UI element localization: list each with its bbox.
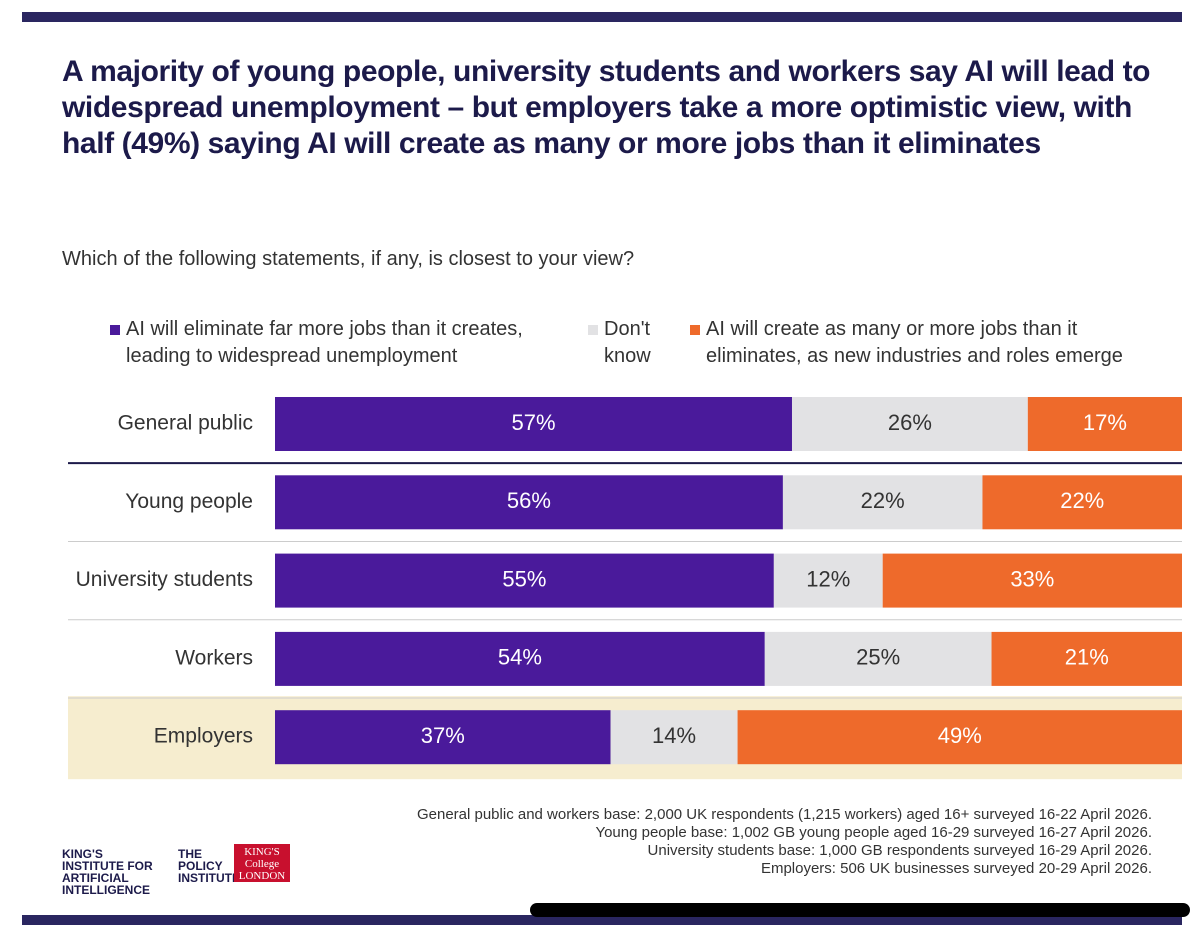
legend-item: AI will create as many or more jobs than…: [690, 316, 1176, 370]
scrollbar: [530, 903, 1190, 917]
value-label: 37%: [421, 723, 465, 748]
footnote: Employers: 506 UK businesses surveyed 20…: [760, 860, 1152, 877]
legend-label: AI will eliminate far more jobs than it …: [126, 318, 523, 367]
value-label: 55%: [502, 566, 546, 591]
category-label: University students: [76, 568, 253, 591]
chart-subtitle: Which of the following statements, if an…: [62, 248, 635, 270]
bar-segment: [275, 397, 792, 451]
bar-segment: [275, 631, 765, 686]
legend-item: AI will eliminate far more jobs than it …: [110, 316, 586, 370]
footnote: Young people base: 1,002 GB young people…: [595, 824, 1152, 841]
chart-title: A majority of young people, university s…: [62, 55, 1151, 160]
value-label: 54%: [498, 645, 542, 670]
bar-segment: [791, 397, 1028, 451]
bar-segment: [764, 631, 992, 686]
bar-segment: [1027, 397, 1182, 451]
legend-swatch: [110, 325, 120, 335]
value-label: 56%: [507, 488, 551, 513]
value-label: 25%: [856, 645, 900, 670]
bar-segment: [982, 475, 1182, 530]
bar-segment: [275, 710, 611, 765]
value-label: 12%: [806, 566, 850, 591]
value-label: 14%: [652, 723, 696, 748]
value-label: 49%: [938, 723, 982, 748]
bar-segment: [882, 553, 1182, 608]
value-label: 17%: [1083, 410, 1127, 435]
legend-swatch: [588, 325, 598, 335]
value-label: 57%: [511, 410, 555, 435]
footnote: General public and workers base: 2,000 U…: [416, 806, 1152, 823]
legend-swatch: [690, 325, 700, 335]
footnote: University students base: 1,000 GB respo…: [647, 842, 1152, 859]
bar-segment: [991, 631, 1182, 686]
category-label: Workers: [175, 646, 253, 669]
category-label: Employers: [154, 725, 253, 748]
bar-segment: [275, 553, 774, 608]
value-label: 22%: [1060, 488, 1104, 513]
top-band: [22, 12, 1182, 22]
value-label: 33%: [1010, 566, 1054, 591]
bar-segment: [610, 710, 738, 765]
legend-label: AI will create as many or more jobs than…: [706, 318, 1123, 367]
bar-segment: [737, 710, 1182, 765]
bar-segment: [773, 553, 883, 608]
value-label: 26%: [888, 410, 932, 435]
value-label: 22%: [861, 488, 905, 513]
logo: KING'S INSTITUTE FOR ARTIFICIAL INTELLIG…: [62, 847, 153, 897]
legend-item: Don't know: [588, 316, 674, 370]
logo: THE POLICY INSTITUTE: [178, 847, 240, 885]
bar-segment: [275, 475, 783, 530]
footnotes: General public and workers base: 2,000 U…: [417, 806, 1152, 878]
legend-label: Don't know: [604, 318, 651, 367]
logo: KING'S College LONDON: [234, 844, 290, 882]
category-label: General public: [118, 412, 253, 435]
category-label: Young people: [125, 490, 253, 513]
bar-segment: [782, 475, 983, 530]
value-label: 21%: [1065, 645, 1109, 670]
bottom-band: [22, 915, 1182, 925]
